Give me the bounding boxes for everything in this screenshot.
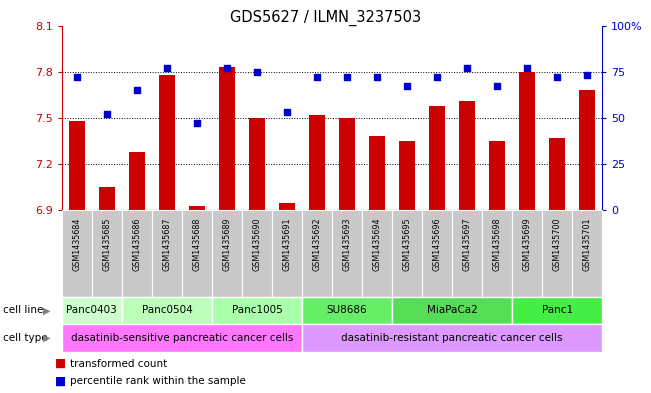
Text: GSM1435690: GSM1435690 [253,217,262,271]
Bar [302,210,332,297]
Bar [549,138,566,210]
Text: GSM1435694: GSM1435694 [372,217,381,271]
Text: GSM1435686: GSM1435686 [132,217,141,270]
Text: GSM1435687: GSM1435687 [162,217,171,271]
Point [582,72,592,79]
Bar [92,210,122,297]
Bar [542,210,572,297]
Bar [339,118,355,210]
Bar [279,202,296,210]
Point [552,74,562,81]
Text: GSM1435689: GSM1435689 [223,217,232,271]
Bar [392,297,512,324]
Point [432,74,442,81]
Bar [159,75,175,210]
Text: ■: ■ [55,357,66,370]
Text: GSM1435698: GSM1435698 [493,217,502,271]
Bar [302,324,602,352]
Bar [249,118,265,210]
Bar [219,67,235,210]
Text: GSM1435692: GSM1435692 [312,217,322,271]
Point [402,83,412,90]
Text: SU8686: SU8686 [327,305,367,316]
Text: dasatinib-resistant pancreatic cancer cells: dasatinib-resistant pancreatic cancer ce… [341,333,563,343]
Text: ▶: ▶ [43,333,51,343]
Bar [62,324,302,352]
Text: dasatinib-sensitive pancreatic cancer cells: dasatinib-sensitive pancreatic cancer ce… [71,333,293,343]
Text: GSM1435700: GSM1435700 [553,217,562,271]
Text: GSM1435696: GSM1435696 [432,217,441,271]
Text: cell type: cell type [3,333,48,343]
Bar [399,141,415,210]
Point [102,111,112,118]
Bar [519,72,535,210]
Point [161,65,172,71]
Bar [362,210,392,297]
Text: GSM1435699: GSM1435699 [523,217,532,271]
Text: GSM1435697: GSM1435697 [463,217,471,271]
Bar [512,210,542,297]
Bar [459,101,475,210]
Text: ■: ■ [55,375,66,388]
Bar [368,136,385,210]
Text: GDS5627 / ILMN_3237503: GDS5627 / ILMN_3237503 [230,10,421,26]
Bar [452,210,482,297]
Bar [189,206,205,210]
Text: GSM1435684: GSM1435684 [72,217,81,270]
Point [191,120,202,127]
Text: Panc1: Panc1 [542,305,573,316]
Bar [332,210,362,297]
Bar [212,210,242,297]
Text: GSM1435688: GSM1435688 [193,217,201,270]
Text: GSM1435701: GSM1435701 [583,217,592,271]
Point [72,74,82,81]
Bar [122,297,212,324]
Bar [242,210,272,297]
Bar [572,210,602,297]
Bar [62,210,92,297]
Point [462,65,473,71]
Bar [422,210,452,297]
Text: transformed count: transformed count [70,358,167,369]
Bar [489,141,505,210]
Bar [309,115,326,210]
Bar [272,210,302,297]
Bar [98,187,115,210]
Text: GSM1435691: GSM1435691 [283,217,292,271]
Point [132,87,142,93]
Point [372,74,382,81]
Bar [129,152,145,210]
Text: GSM1435695: GSM1435695 [402,217,411,271]
Bar [182,210,212,297]
Bar [429,106,445,210]
Point [222,65,232,71]
Point [522,65,533,71]
Text: cell line: cell line [3,305,44,316]
Text: ▶: ▶ [43,305,51,316]
Bar [579,90,596,210]
Text: GSM1435685: GSM1435685 [102,217,111,271]
Point [342,74,352,81]
Point [282,109,292,116]
Point [492,83,503,90]
Bar [212,297,302,324]
Text: Panc0403: Panc0403 [66,305,117,316]
Text: Panc0504: Panc0504 [141,305,192,316]
Bar [122,210,152,297]
Bar [482,210,512,297]
Point [312,74,322,81]
Point [252,68,262,75]
Bar [62,297,122,324]
Bar [392,210,422,297]
Text: GSM1435693: GSM1435693 [342,217,352,271]
Bar [68,121,85,210]
Bar [302,297,392,324]
Text: percentile rank within the sample: percentile rank within the sample [70,376,246,386]
Bar [152,210,182,297]
Bar [512,297,602,324]
Text: MiaPaCa2: MiaPaCa2 [426,305,477,316]
Text: Panc1005: Panc1005 [232,305,283,316]
